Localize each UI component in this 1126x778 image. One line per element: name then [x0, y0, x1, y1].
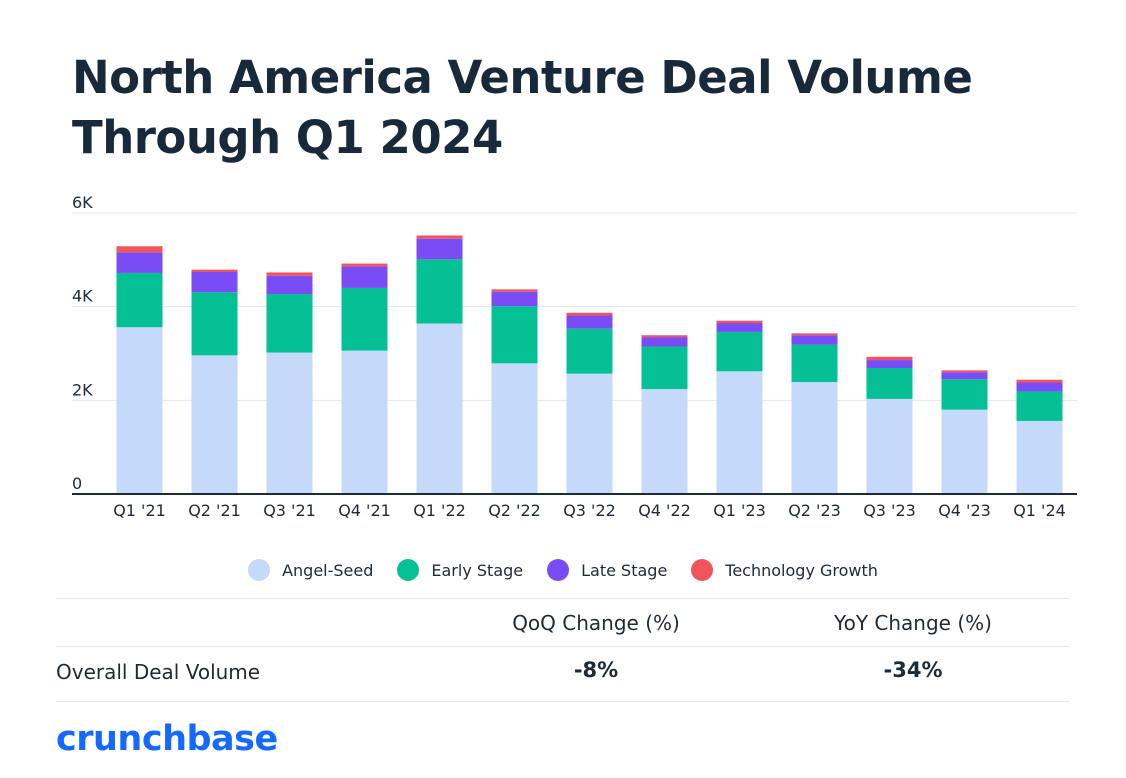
- legend-swatch-angel-seed: [248, 559, 271, 581]
- bar-early-stage-q3-21: [266, 294, 313, 353]
- x-tick-label-q3-23: Q3 '23: [863, 501, 916, 520]
- bar-technology-growth-q3-22: [566, 312, 613, 316]
- overall-deal-volume-label: Overall Deal Volume: [56, 660, 261, 684]
- bar-angel-seed-q2-23: [791, 382, 838, 494]
- table-divider-top: [56, 598, 1070, 599]
- yoy-column-header: YoY Change (%): [834, 611, 992, 635]
- bar-technology-growth-q2-22: [491, 289, 538, 292]
- table-divider-middle: [56, 646, 1070, 647]
- bar-early-stage-q3-23: [866, 368, 913, 399]
- x-tick-label-q4-22: Q4 '22: [638, 501, 691, 520]
- bar-early-stage-q2-22: [491, 306, 538, 364]
- y-tick-label-0: 0: [72, 474, 82, 493]
- bar-late-stage-q3-22: [566, 315, 613, 329]
- y-tick-label-2k: 2K: [72, 380, 93, 399]
- bar-late-stage-q2-23: [791, 335, 838, 345]
- bar-technology-growth-q4-21: [341, 263, 388, 267]
- legend-item-angel-seed: Angel-Seed: [248, 559, 373, 581]
- x-tick-label-q2-21: Q2 '21: [188, 501, 241, 520]
- bar-technology-growth-q2-23: [791, 333, 838, 336]
- bar-technology-growth-q2-21: [191, 269, 238, 273]
- bar-technology-growth-q1-21: [116, 246, 163, 253]
- x-tick-label-q3-21: Q3 '21: [263, 501, 316, 520]
- legend-label-technology-growth: Technology Growth: [725, 560, 878, 580]
- legend-item-late-stage: Late Stage: [547, 559, 667, 581]
- qoq-column-header: QoQ Change (%): [512, 611, 680, 635]
- bar-technology-growth-q4-22: [641, 335, 688, 338]
- x-tick-label-q4-21: Q4 '21: [338, 501, 391, 520]
- bar-technology-growth-q4-23: [941, 370, 988, 373]
- stacked-bar-chart: 0 2K 4K 6K Q1 '21 Q2 '21 Q3 '21 Q4 '21 Q1 '22 Q2 …: [72, 193, 1077, 520]
- bar-early-stage-q1-24: [1016, 391, 1063, 421]
- chart-title-line-2: Through Q1 2024: [72, 111, 503, 164]
- qoq-change-value: -8%: [573, 658, 619, 682]
- bar-angel-seed-q1-24: [1016, 420, 1063, 494]
- x-tick-label-q2-22: Q2 '22: [488, 501, 541, 520]
- chart-title: North America Venture Deal Volume Throug…: [72, 48, 1072, 168]
- bar-early-stage-q1-22: [416, 259, 463, 324]
- bar-late-stage-q4-22: [641, 337, 688, 347]
- bar-late-stage-q4-21: [341, 266, 388, 288]
- bar-late-stage-q3-23: [866, 360, 913, 369]
- bar-late-stage-q1-21: [116, 252, 163, 273]
- bar-angel-seed-q4-23: [941, 409, 988, 494]
- legend-item-technology-growth: Technology Growth: [691, 559, 878, 581]
- legend-swatch-early-stage: [397, 559, 420, 581]
- x-tick-label-q4-23: Q4 '23: [938, 501, 991, 520]
- bar-early-stage-q4-23: [941, 379, 988, 410]
- bar-technology-growth-q3-21: [266, 272, 313, 276]
- x-tick-label-q1-24: Q1 '24: [1013, 501, 1066, 520]
- legend-swatch-late-stage: [547, 559, 570, 581]
- bar-angel-seed-q3-23: [866, 398, 913, 494]
- bar-angel-seed-q1-21: [116, 327, 163, 494]
- bar-early-stage-q1-21: [116, 272, 163, 328]
- legend-item-early-stage: Early Stage: [397, 559, 523, 581]
- legend-swatch-technology-growth: [691, 559, 714, 581]
- table-divider-bottom: [56, 701, 1070, 702]
- bar-late-stage-q4-23: [941, 372, 988, 380]
- bar-angel-seed-q4-21: [341, 350, 388, 494]
- bar-technology-growth-q1-22: [416, 235, 463, 239]
- bar-late-stage-q1-24: [1016, 382, 1063, 392]
- bar-late-stage-q2-21: [191, 272, 238, 293]
- legend-label-early-stage: Early Stage: [431, 560, 524, 580]
- bar-angel-seed-q1-23: [716, 371, 763, 494]
- bar-angel-seed-q2-21: [191, 355, 238, 494]
- chart-title-line-1: North America Venture Deal Volume: [72, 51, 973, 104]
- bar-late-stage-q3-21: [266, 275, 313, 295]
- bar-angel-seed-q4-22: [641, 389, 688, 494]
- x-tick-label-q2-23: Q2 '23: [788, 501, 841, 520]
- x-tick-label-q1-23: Q1 '23: [713, 501, 766, 520]
- x-tick-label-q3-22: Q3 '22: [563, 501, 616, 520]
- crunchbase-logo: crunchbase: [56, 719, 278, 759]
- bar-early-stage-q3-22: [566, 328, 613, 374]
- bar-early-stage-q2-21: [191, 292, 238, 356]
- bar-technology-growth-q3-23: [866, 356, 913, 361]
- bar-technology-growth-q1-24: [1016, 379, 1063, 383]
- bar-early-stage-q4-21: [341, 287, 388, 351]
- bar-late-stage-q2-22: [491, 291, 538, 307]
- bar-angel-seed-q3-22: [566, 373, 613, 494]
- bar-early-stage-q2-23: [791, 344, 838, 383]
- bar-early-stage-q4-22: [641, 346, 688, 390]
- x-tick-label-q1-22: Q1 '22: [413, 501, 466, 520]
- bar-angel-seed-q2-22: [491, 363, 538, 494]
- legend-label-angel-seed: Angel-Seed: [282, 560, 374, 580]
- y-tick-label-6k: 6K: [72, 193, 93, 212]
- bar-technology-growth-q1-23: [716, 320, 763, 324]
- yoy-change-value: -34%: [883, 658, 943, 682]
- bar-late-stage-q1-23: [716, 323, 763, 332]
- legend-label-late-stage: Late Stage: [581, 560, 668, 580]
- x-tick-label-q1-21: Q1 '21: [113, 501, 166, 520]
- bar-early-stage-q1-23: [716, 331, 763, 372]
- bar-late-stage-q1-22: [416, 238, 463, 260]
- bar-angel-seed-q1-22: [416, 323, 463, 494]
- bar-angel-seed-q3-21: [266, 352, 313, 494]
- y-tick-label-4k: 4K: [72, 287, 93, 306]
- chart-legend: Angel-Seed Early Stage Late Stage Techno…: [0, 557, 1126, 583]
